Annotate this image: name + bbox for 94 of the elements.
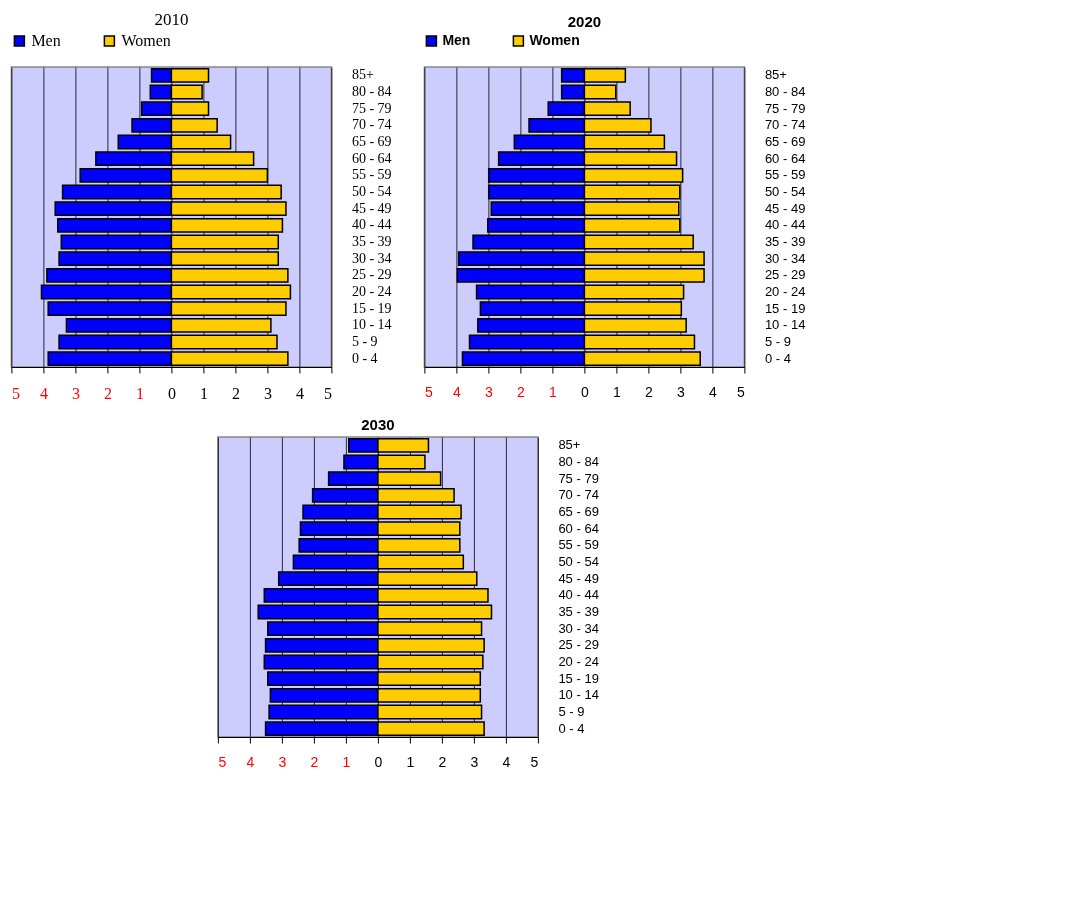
x-tick-label: 4	[452, 383, 461, 400]
x-tick-label: 3	[278, 753, 287, 770]
legend-label: Men	[31, 32, 61, 49]
x-tick-label: 2	[644, 383, 653, 400]
x-tick-label: 3	[676, 383, 685, 400]
y-tick-label: 15 - 19	[558, 670, 599, 686]
x-tick-label: 5	[218, 753, 227, 770]
y-tick-label: 35 - 39	[764, 234, 806, 249]
y-tick-label: 5 - 9	[351, 334, 378, 349]
x-tick-label: 1	[406, 753, 415, 770]
x-tick-label: 0	[580, 383, 589, 400]
y-tick-label: 50 - 54	[764, 184, 806, 199]
y-tick-label: 0 - 4	[558, 720, 585, 736]
chart-title: 2010	[154, 10, 189, 29]
y-tick-label: 65 - 69	[764, 134, 806, 149]
y-tick-label: 0 - 4	[351, 350, 378, 366]
y-tick-label: 35 - 39	[558, 604, 599, 619]
x-tick-label: 5	[424, 383, 433, 400]
x-tick-label: 4	[246, 753, 255, 770]
y-tick-label: 40 - 44	[558, 587, 599, 603]
y-tick-label: 40 - 44	[764, 217, 806, 233]
chart-title: 2030	[361, 416, 395, 433]
y-tick-label: 80 - 84	[351, 84, 392, 99]
y-tick-label: 45 - 49	[558, 570, 599, 586]
y-tick-label: 10 - 14	[764, 317, 806, 333]
y-tick-label: 85+	[764, 67, 787, 83]
y-tick-label: 55 - 59	[558, 537, 599, 553]
legend-label: Women	[529, 32, 580, 48]
y-tick-label: 75 - 79	[558, 470, 599, 486]
y-tick-label: 25 - 29	[558, 637, 599, 653]
x-tick-label: 3	[484, 383, 493, 400]
x-tick-label: 3	[470, 753, 479, 770]
x-tick-label: 1	[612, 383, 621, 400]
y-tick-label: 60 - 64	[351, 150, 392, 166]
y-tick-label: 60 - 64	[764, 150, 806, 166]
y-tick-label: 45 - 49	[351, 200, 392, 216]
x-tick-label: 5	[11, 384, 20, 402]
y-tick-label: 50 - 54	[558, 554, 599, 569]
y-tick-label: 50 - 54	[351, 184, 392, 199]
x-tick-label: 4	[39, 384, 48, 402]
y-tick-label: 15 - 19	[351, 300, 392, 316]
x-tick-label: 2	[438, 753, 447, 770]
x-tick-label: 2	[231, 384, 240, 402]
y-tick-label: 20 - 24	[351, 284, 392, 299]
y-tick-label: 25 - 29	[351, 267, 392, 283]
y-tick-label: 70 - 74	[351, 117, 392, 133]
x-tick-label: 2	[516, 383, 525, 400]
y-tick-label: 55 - 59	[764, 167, 806, 183]
y-tick-label: 30 - 34	[764, 250, 806, 266]
y-tick-label: 25 - 29	[764, 267, 806, 283]
y-tick-label: 10 - 14	[351, 317, 392, 333]
y-tick-label: 10 - 14	[558, 687, 599, 703]
x-tick-label: 1	[342, 753, 351, 770]
x-tick-label: 4	[502, 753, 511, 770]
x-tick-label: 1	[548, 383, 557, 400]
y-tick-label: 80 - 84	[558, 454, 599, 469]
y-tick-label: 0 - 4	[764, 350, 791, 366]
x-tick-label: 1	[199, 384, 208, 402]
x-tick-label: 5	[530, 753, 539, 770]
y-tick-label: 75 - 79	[764, 100, 806, 116]
y-tick-label: 45 - 49	[764, 200, 806, 216]
y-tick-label: 5 - 9	[764, 334, 791, 349]
y-tick-label: 20 - 24	[558, 654, 599, 669]
x-tick-label: 1	[135, 384, 144, 402]
x-tick-label: 2	[103, 384, 112, 402]
y-tick-label: 35 - 39	[351, 234, 392, 249]
y-tick-label: 65 - 69	[558, 504, 599, 519]
y-tick-label: 20 - 24	[764, 284, 806, 299]
x-tick-label: 3	[263, 384, 272, 402]
x-tick-label: 4	[708, 383, 717, 400]
y-tick-label: 5 - 9	[558, 704, 585, 719]
x-tick-label: 0	[374, 753, 383, 770]
y-tick-label: 65 - 69	[351, 134, 392, 149]
x-tick-label: 5	[737, 383, 746, 400]
y-tick-label: 75 - 79	[351, 100, 392, 116]
y-tick-label: 30 - 34	[558, 620, 599, 636]
x-tick-label: 4	[295, 384, 304, 402]
y-tick-label: 15 - 19	[764, 300, 806, 316]
chart-title: 2020	[567, 13, 602, 30]
x-tick-label: 0	[167, 384, 176, 402]
y-tick-label: 70 - 74	[764, 117, 806, 133]
y-tick-label: 85+	[558, 437, 581, 453]
y-tick-label: 60 - 64	[558, 520, 599, 536]
y-tick-label: 80 - 84	[764, 84, 806, 99]
x-tick-label: 3	[71, 384, 80, 402]
y-tick-label: 70 - 74	[558, 487, 599, 503]
y-tick-label: 85+	[351, 67, 374, 83]
legend-label: Women	[121, 32, 171, 49]
x-tick-label: 5	[323, 384, 332, 402]
y-tick-label: 55 - 59	[351, 167, 392, 183]
x-tick-label: 2	[310, 753, 319, 770]
legend-label: Men	[442, 32, 471, 48]
y-tick-label: 40 - 44	[351, 217, 392, 233]
y-tick-label: 30 - 34	[351, 250, 392, 266]
